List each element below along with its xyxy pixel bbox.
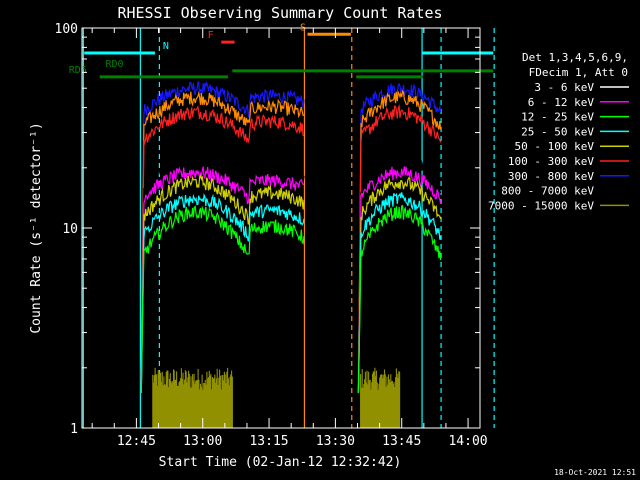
x-tick-label: 13:15 (249, 434, 288, 449)
x-tick-label: 13:00 (183, 434, 222, 449)
x-tick-label: 14:00 (448, 434, 487, 449)
series-line (140, 149, 305, 393)
series-line (357, 104, 442, 393)
series-line (140, 174, 305, 393)
x-tick-label: 13:30 (316, 434, 355, 449)
series-line (357, 177, 442, 393)
series-line (357, 192, 442, 393)
series-line (357, 89, 442, 393)
legend-header-line1: Det 1,3,4,5,6,9, (522, 51, 628, 64)
legend-entry-label: 100 - 300 keV (508, 155, 594, 168)
x-tick-label: 12:45 (117, 434, 156, 449)
series-line (357, 148, 442, 393)
legend-entry-label: 7000 - 15000 keV (488, 199, 594, 212)
series-7000-15000kev-noise (152, 367, 233, 428)
series-line (357, 205, 442, 393)
y-axis-label: Count Rate (s⁻¹ detector⁻¹) (29, 122, 44, 333)
legend-entry-label: 300 - 800 keV (508, 170, 594, 183)
chart-title: RHESSI Observing Summary Count Rates (117, 4, 442, 22)
series-line (357, 82, 442, 393)
y-tick-label: 10 (62, 222, 78, 237)
legend-header-line2: FDecim 1, Att 0 (529, 66, 628, 79)
x-tick-label: 13:45 (382, 434, 421, 449)
series-line (140, 193, 305, 393)
legend-entry-label: 12 - 25 keV (521, 111, 594, 124)
series-line (140, 166, 305, 393)
x-axis-label: Start Time (02-Jan-12 12:32:42) (159, 455, 402, 470)
legend: Det 1,3,4,5,6,9, FDecim 1, Att 0 3 - 6 k… (488, 51, 629, 212)
axes: 1 10 100 12:45 13:00 13:15 13:30 13:45 14:00 (55, 22, 488, 449)
y-tick-label: 1 (70, 422, 78, 437)
series-line (140, 80, 305, 393)
legend-entry-label: 50 - 100 keV (515, 140, 595, 153)
flag-label: RD6 (69, 65, 87, 76)
flag-label: RD0 (105, 59, 123, 70)
series-line (140, 91, 305, 393)
legend-entry-label: 25 - 50 keV (521, 125, 594, 138)
flag-label: F (208, 30, 214, 41)
series-line (140, 205, 305, 393)
y-tick-label: 100 (55, 22, 78, 37)
flag-label: N (163, 41, 169, 52)
series-7000-15000kev-noise (360, 367, 401, 428)
legend-entry-label: 6 - 12 keV (528, 96, 595, 109)
series-line (140, 104, 304, 393)
timestamp: 18-Oct-2021 12:51 (554, 468, 636, 477)
legend-entry-label: 800 - 7000 keV (501, 185, 594, 198)
legend-entry-label: 3 - 6 keV (534, 81, 594, 94)
series-line (357, 166, 442, 393)
